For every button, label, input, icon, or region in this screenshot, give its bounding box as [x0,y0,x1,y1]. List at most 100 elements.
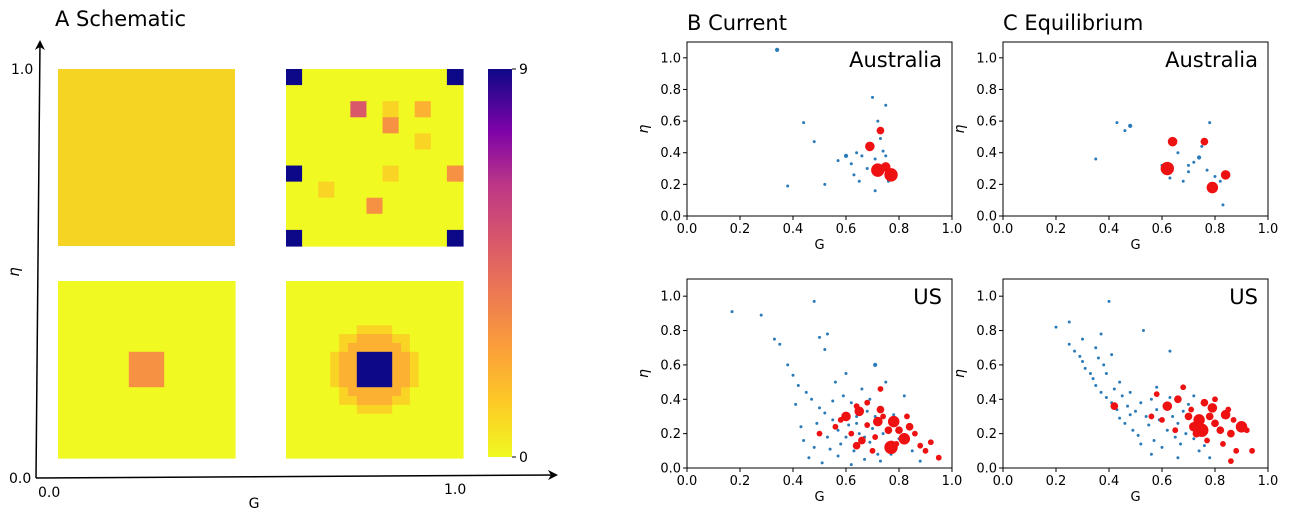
schematic-x-axis-arrow [35,470,558,481]
heatmap-cell [427,387,446,406]
scatter-point [1136,433,1140,437]
scatter-point [1205,412,1214,421]
x-tick-label: 0.4 [1099,222,1120,237]
heatmap-cell [414,213,432,231]
heatmap-cell [199,351,236,388]
heatmap-cell [128,387,165,424]
heatmap-cell [318,181,335,199]
schematic-y-tick-start: 0.0 [9,471,31,487]
heatmap-cell [286,149,303,167]
y-axis-label: η [952,124,968,133]
heatmap-cell [430,181,448,199]
scatter-point [865,167,869,171]
scatter-point [893,441,900,447]
heatmap-cell [366,229,384,247]
scatter-point [1192,429,1201,438]
scatter-point [1197,449,1201,453]
scatter-point [1225,406,1232,413]
scatter-point [876,452,880,456]
heatmap-cell [446,197,464,215]
heatmap-cell [430,133,448,151]
heatmap-cell [303,422,322,441]
y-tick-label: 0.8 [976,324,997,339]
heatmap-cell [199,281,236,317]
heatmap-cell [303,369,322,388]
heatmap-cell [302,101,319,118]
heatmap-cell [398,69,416,86]
scatter-point [880,413,886,420]
scatter-point [1168,396,1172,400]
heatmap-cell [321,281,340,300]
x-tick-label: 0.2 [730,474,751,489]
heatmap-cell [427,404,446,424]
x-tick-label: 1.0 [1258,222,1279,237]
x-tick-label: 0.0 [993,474,1014,489]
heatmap-cell [366,165,384,183]
heatmap-cell [334,229,351,247]
scatter-point [849,463,853,467]
x-tick-label: 0.8 [889,222,910,237]
heatmap-cell [339,404,358,424]
heatmap-cell [339,298,358,317]
scatter-point [1081,337,1084,341]
colorbar-min-label: 0 [519,450,528,466]
heatmap-cell [382,165,400,183]
heatmap-cell [321,387,340,406]
heatmap-cell [398,101,416,118]
heatmap-cell [58,351,94,388]
scatter-point [778,342,782,346]
scatter-point [802,121,806,125]
heatmap-cell [409,334,429,353]
y-tick-label: 1.0 [660,51,681,66]
scatter-point [843,153,849,158]
heatmap-cell [303,351,322,371]
heatmap-cell [318,165,335,183]
heatmap-cell [398,197,416,215]
heatmap-cell [286,197,303,215]
scatter-point [1188,406,1195,413]
heatmap-cell [366,197,384,215]
scatter-points [1054,299,1255,465]
heatmap-cell [414,85,432,102]
heatmap-cell [334,69,351,86]
heatmap-cell [334,133,351,151]
scatter-point [1159,416,1165,423]
heatmap-cell [286,422,305,441]
heatmap-cell [286,387,305,406]
scatter-point [818,335,821,339]
scatter-point [1211,419,1219,428]
scatter-point [1227,429,1235,438]
scatter-point [841,394,845,398]
scatter-point [857,179,861,183]
heatmap-cell [93,422,130,459]
heatmap-cell [446,117,464,134]
scatter-point [812,445,816,449]
heatmap-cell [339,422,358,441]
heatmap-cell [446,149,464,167]
heatmap-cell [318,69,335,86]
scatter-point [1172,427,1179,434]
heatmap-cell [392,440,411,459]
heatmap-cell [334,213,351,231]
scatter-point [1179,442,1183,446]
scatter-point [1167,136,1178,147]
scatter-point [1212,396,1218,403]
scatter-points [1094,121,1231,207]
heatmap-cell [350,69,368,86]
heatmap-cell [445,316,464,335]
heatmap-cell [446,101,464,118]
heatmap-cell [398,133,416,151]
heatmap-cell [321,334,340,353]
plot-frame [686,41,953,217]
scatter-point [1128,123,1133,128]
scatter-point [1200,144,1204,148]
x-axis-label: G [1130,238,1140,253]
scatter-plot-current-us: 0.0 0.2 0.4 0.6 0.8 1.0 0.0 0.2 0.4 0.6 0.8 1.0 Gη US [636,278,962,505]
scatter-point [837,416,844,423]
scatter-point [1099,390,1103,394]
plot-frame [1002,278,1269,469]
y-tick-label: 0.0 [660,210,681,225]
scatter-point [1192,160,1196,164]
heatmap-cell [398,229,416,247]
scatter-point [884,103,888,107]
